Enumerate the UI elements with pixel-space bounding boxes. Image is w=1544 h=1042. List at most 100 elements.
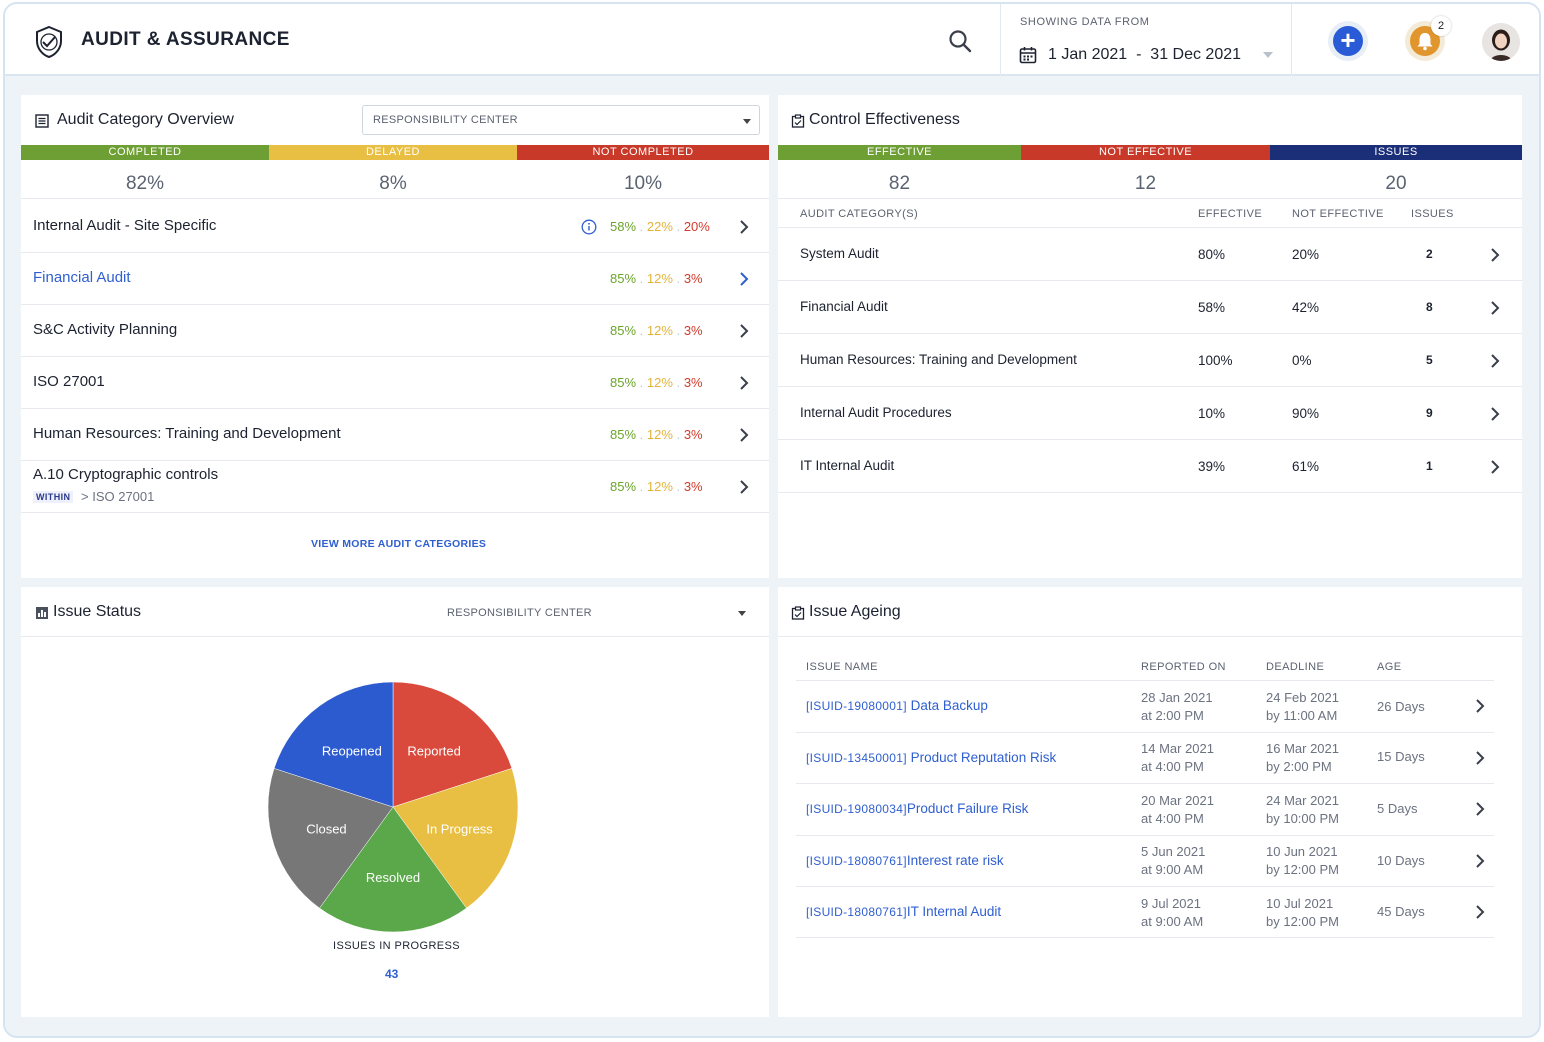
category-name: System Audit <box>800 246 879 261</box>
category-name: Human Resources: Training and Developmen… <box>800 352 1077 367</box>
effective-pct: 39% <box>1198 459 1226 474</box>
chevron-right-icon[interactable] <box>1490 353 1500 369</box>
add-button[interactable]: + <box>1328 21 1368 61</box>
delayed-pct: 12% <box>646 479 673 494</box>
responsibility-center-select[interactable]: RESPONSIBILITY CENTER <box>441 599 753 625</box>
select-value: RESPONSIBILITY CENTER <box>447 607 592 619</box>
within-tag: WITHIN <box>33 491 74 503</box>
effective-value: 82 <box>888 173 911 194</box>
age: 15 Days <box>1377 749 1425 764</box>
plus-icon: + <box>1333 26 1363 56</box>
chevron-right-icon[interactable] <box>739 479 749 495</box>
issue-link[interactable]: [ISUID-18080761]IT Internal Audit <box>806 904 1002 919</box>
chevron-right-icon[interactable] <box>739 271 749 287</box>
issue-ageing-panel: Issue Ageing ISSUE NAME REPORTED ON DEAD… <box>778 587 1522 1017</box>
chevron-right-icon[interactable] <box>1490 300 1500 316</box>
responsibility-center-select[interactable]: RESPONSIBILITY CENTER <box>362 105 760 135</box>
notifications-button[interactable] <box>1405 21 1445 61</box>
deadline: 24 Mar 2021 by 10:00 PM <box>1266 793 1339 826</box>
chevron-right-icon[interactable] <box>1490 406 1500 422</box>
not-effective-pct: 0% <box>1292 353 1312 368</box>
age: 26 Days <box>1377 699 1425 714</box>
select-value: RESPONSIBILITY CENTER <box>373 114 518 126</box>
issue-status-pie-chart: Reported In Progress Resolved Closed Reopene… <box>268 682 518 932</box>
category-name: ISO 27001 <box>33 373 105 390</box>
effective-pct: 10% <box>1198 406 1226 421</box>
chevron-right-icon[interactable] <box>739 427 749 443</box>
panel-title: Audit Category Overview <box>57 111 234 128</box>
completed-pct: 85% <box>610 271 637 286</box>
pie-slice-reported[interactable] <box>392 682 513 808</box>
issue-link[interactable]: [ISUID-19080034]Product Failure Risk <box>806 801 1029 816</box>
chevron-right-icon[interactable] <box>1475 750 1485 766</box>
chevron-right-icon[interactable] <box>1475 698 1485 714</box>
user-avatar[interactable] <box>1482 23 1520 61</box>
col-header-age: AGE <box>1377 661 1402 673</box>
completed-pct: 85% <box>610 375 637 390</box>
reported-on: 9 Jul 2021 at 9:00 AM <box>1141 896 1204 929</box>
info-icon[interactable] <box>581 219 597 235</box>
chevron-right-icon[interactable] <box>1490 247 1500 263</box>
view-more-link[interactable]: VIEW MORE AUDIT CATEGORIES <box>311 538 487 550</box>
issues-count[interactable]: 5 <box>1426 353 1433 367</box>
not-completed-pct: 3% <box>683 427 703 442</box>
chevron-right-icon[interactable] <box>1475 904 1485 920</box>
pie-slice-closed[interactable] <box>268 768 394 909</box>
issues-count[interactable]: 1 <box>1426 459 1433 473</box>
clipboard-icon <box>791 114 805 128</box>
issue-link[interactable]: [ISUID-13450001] Product Reputation Risk <box>806 750 1057 765</box>
category-name[interactable]: Financial Audit <box>33 269 131 286</box>
top-header: AUDIT & ASSURANCE SHOWING DATA FROM 1 Ja… <box>5 4 1539 76</box>
chevron-right-icon[interactable] <box>1475 853 1485 869</box>
completed-pct: 58% <box>610 219 637 234</box>
delayed-value: 8% <box>379 173 407 194</box>
chevron-right-icon[interactable] <box>739 219 749 235</box>
bar-chart-icon <box>36 607 48 619</box>
delayed-pct: 12% <box>646 323 673 338</box>
issue-link[interactable]: [ISUID-18080761]Interest rate risk <box>806 853 1004 868</box>
delayed-pct: 12% <box>646 271 673 286</box>
calendar-icon <box>1019 47 1037 64</box>
completed-pct: 85% <box>610 479 637 494</box>
effective-pct: 80% <box>1198 247 1226 262</box>
issues-count[interactable]: 2 <box>1426 247 1433 261</box>
deadline: 24 Feb 2021 by 11:00 AM <box>1266 690 1340 723</box>
pie-label: Reported <box>407 743 460 758</box>
col-header-deadline: DEADLINE <box>1266 661 1325 673</box>
delayed-pct: 12% <box>646 427 673 442</box>
reported-on: 14 Mar 2021 at 4:00 PM <box>1141 741 1214 774</box>
pie-slice-reopened[interactable] <box>273 682 394 808</box>
completed-pct: 85% <box>610 323 637 338</box>
chevron-right-icon[interactable] <box>739 375 749 391</box>
category-name: Human Resources: Training and Developmen… <box>33 425 341 442</box>
not-effective-value: 12 <box>1134 173 1157 194</box>
issue-link[interactable]: [ISUID-19080001] Data Backup <box>806 698 988 713</box>
search-icon[interactable] <box>947 28 973 54</box>
chevron-right-icon[interactable] <box>1475 801 1485 817</box>
issues-count[interactable]: 9 <box>1426 406 1433 420</box>
not-completed-value: 10% <box>623 173 663 194</box>
panel-title: Issue Ageing <box>809 603 901 620</box>
delayed-pct: 22% <box>646 219 673 234</box>
date-range-picker[interactable]: SHOWING DATA FROM 1 Jan 2021 - 31 Dec 20… <box>1000 4 1292 76</box>
pie-label: Reopened <box>322 743 382 758</box>
pie-slice-in-progress[interactable] <box>392 768 518 909</box>
app-title: AUDIT & ASSURANCE <box>81 29 290 50</box>
age: 5 Days <box>1377 801 1418 816</box>
pie-slice-resolved[interactable] <box>319 806 467 932</box>
completed-value: 82% <box>125 173 165 194</box>
date-range-caption: SHOWING DATA FROM <box>1020 16 1150 28</box>
deadline: 16 Mar 2021 by 2:00 PM <box>1266 741 1339 774</box>
not-effective-pct: 20% <box>1292 247 1320 262</box>
deadline: 10 Jun 2021 by 12:00 PM <box>1266 844 1339 877</box>
category-name: IT Internal Audit <box>800 458 895 473</box>
shield-logo-icon <box>36 25 62 59</box>
within-path: > ISO 27001 <box>81 489 155 504</box>
chevron-right-icon[interactable] <box>739 323 749 339</box>
pie-label: Closed <box>306 822 346 837</box>
chevron-right-icon[interactable] <box>1490 459 1500 475</box>
issues-count[interactable]: 8 <box>1426 300 1433 314</box>
caret-down-icon <box>743 119 751 124</box>
effective-pct: 58% <box>1198 300 1226 315</box>
col-header-reported-on: REPORTED ON <box>1141 661 1226 673</box>
